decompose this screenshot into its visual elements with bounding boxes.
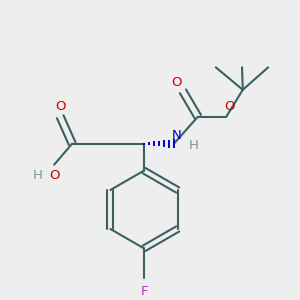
Text: F: F	[140, 285, 148, 298]
Text: O: O	[225, 100, 235, 113]
Text: H: H	[33, 169, 43, 182]
Text: H: H	[188, 139, 198, 152]
Text: N: N	[172, 129, 181, 142]
Text: O: O	[49, 169, 59, 182]
Text: O: O	[171, 76, 181, 89]
Text: O: O	[55, 100, 65, 113]
